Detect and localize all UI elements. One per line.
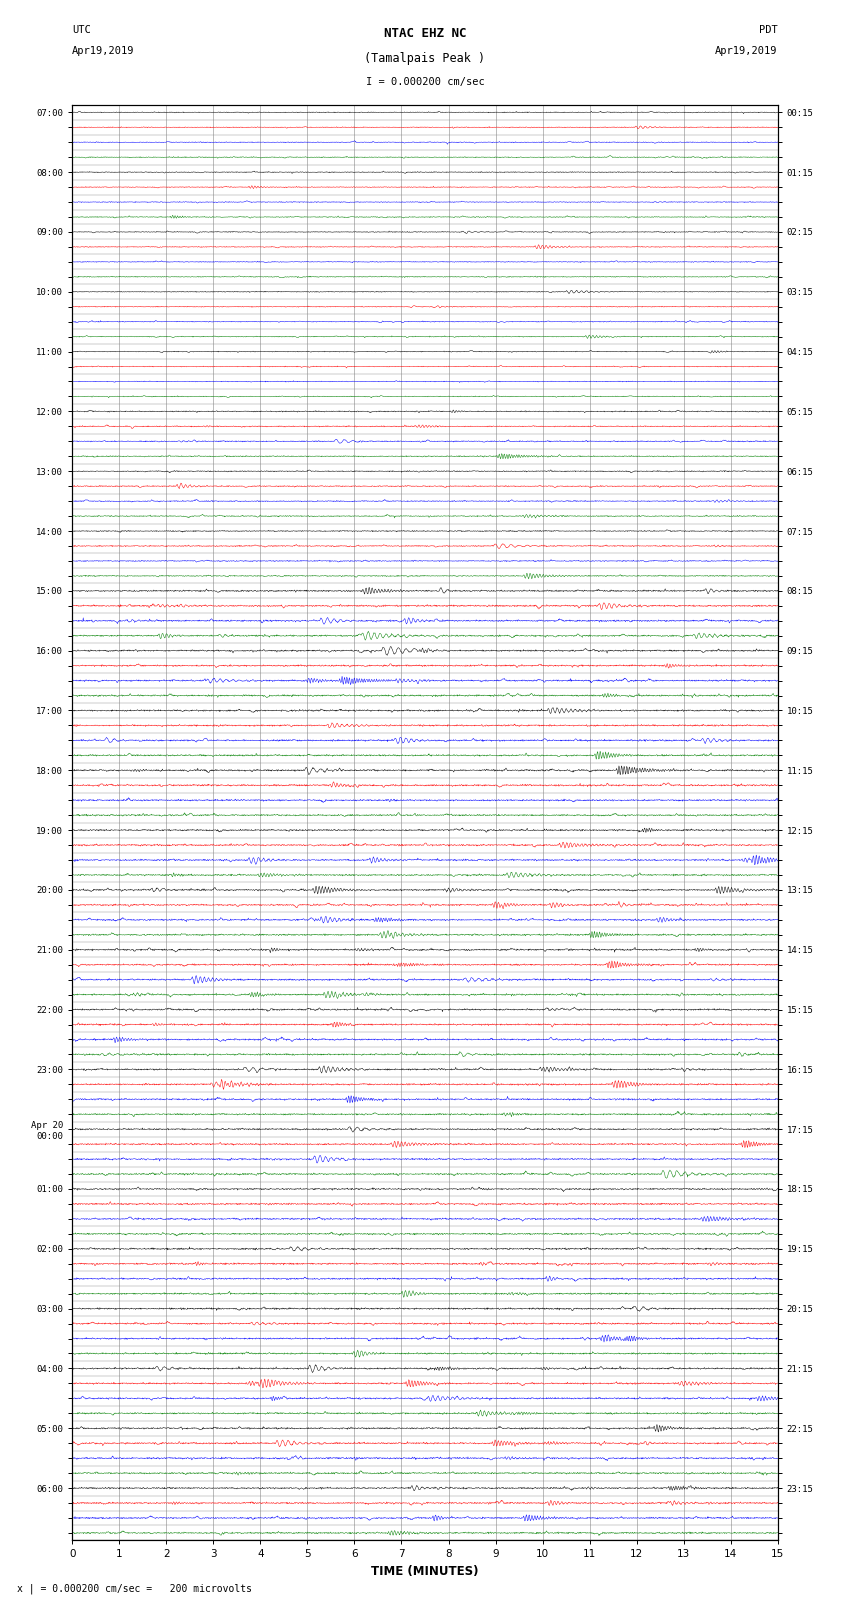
Text: I = 0.000200 cm/sec: I = 0.000200 cm/sec (366, 77, 484, 87)
X-axis label: TIME (MINUTES): TIME (MINUTES) (371, 1565, 479, 1578)
Text: Apr19,2019: Apr19,2019 (72, 47, 135, 56)
Text: PDT: PDT (759, 26, 778, 35)
Text: UTC: UTC (72, 26, 91, 35)
Text: NTAC EHZ NC: NTAC EHZ NC (383, 27, 467, 40)
Text: Apr19,2019: Apr19,2019 (715, 47, 778, 56)
Text: x | = 0.000200 cm/sec =   200 microvolts: x | = 0.000200 cm/sec = 200 microvolts (17, 1582, 252, 1594)
Text: (Tamalpais Peak ): (Tamalpais Peak ) (365, 52, 485, 65)
